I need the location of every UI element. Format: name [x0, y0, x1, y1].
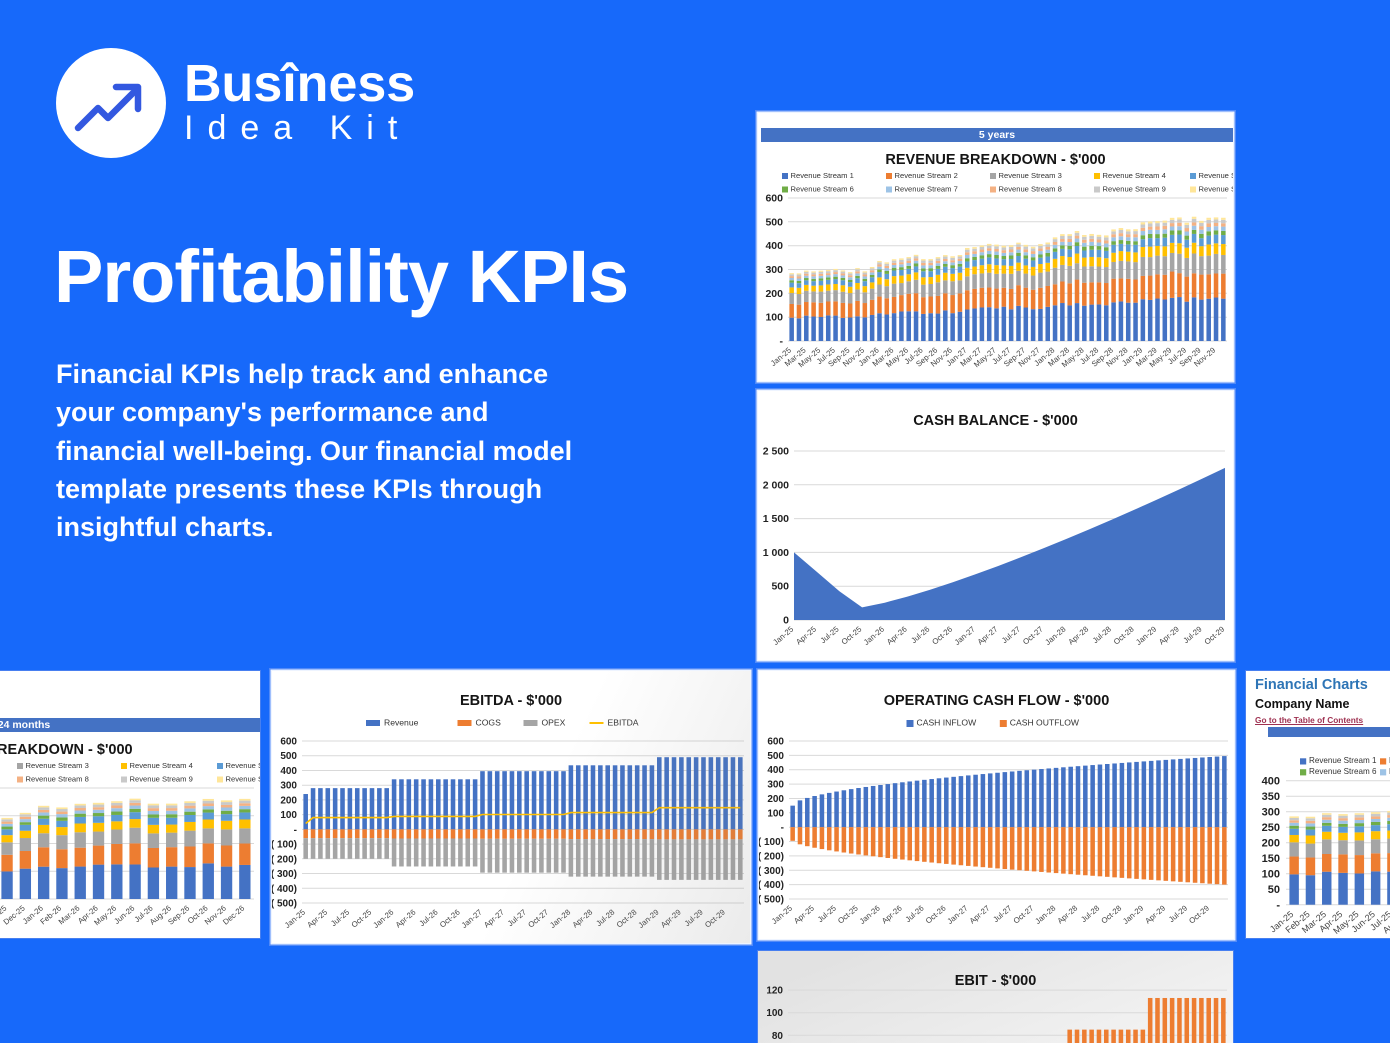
svg-text:Revenue Stream 2: Revenue Stream 2 [895, 171, 958, 180]
svg-text:Revenue Stream 8: Revenue Stream 8 [999, 185, 1062, 194]
svg-text:2 000: 2 000 [763, 479, 789, 491]
svg-text:-: - [781, 823, 784, 834]
svg-text:500: 500 [765, 216, 783, 228]
svg-text:( 500): ( 500) [759, 895, 784, 906]
svg-text:600: 600 [765, 193, 783, 205]
svg-text:Revenue Stream 1: Revenue Stream 1 [791, 171, 854, 180]
svg-text:CASH OUTFLOW: CASH OUTFLOW [1010, 718, 1080, 728]
svg-text:100: 100 [767, 808, 784, 819]
svg-text:( 100): ( 100) [759, 837, 784, 848]
svg-text:200: 200 [1262, 838, 1280, 850]
svg-text:( 300): ( 300) [272, 869, 297, 880]
svg-text:Revenue: Revenue [384, 718, 419, 728]
svg-text:COGS: COGS [476, 718, 502, 728]
svg-text:100: 100 [766, 1008, 783, 1019]
svg-text:120: 120 [766, 986, 783, 997]
svg-text:-: - [780, 336, 784, 348]
svg-text:( 100): ( 100) [272, 840, 297, 851]
svg-text:EBIT - $'000: EBIT - $'000 [955, 973, 1037, 989]
svg-text:400: 400 [767, 765, 784, 776]
svg-text:-: - [1276, 900, 1280, 912]
svg-text:80: 80 [772, 1031, 784, 1042]
svg-text:REVENUE BREAKDOWN - $'000: REVENUE BREAKDOWN - $'000 [0, 742, 133, 758]
svg-text:Revenue Stream 3: Revenue Stream 3 [26, 761, 89, 770]
svg-text:600: 600 [767, 737, 784, 748]
svg-text:100: 100 [1262, 869, 1280, 881]
svg-text:Revenue Stream 4: Revenue Stream 4 [1103, 171, 1166, 180]
svg-text:50: 50 [1268, 884, 1280, 896]
svg-text:1 000: 1 000 [763, 547, 789, 559]
svg-text:500: 500 [280, 751, 297, 762]
svg-text:Revenue Stream 6: Revenue Stream 6 [1309, 767, 1377, 776]
svg-text:OPEX: OPEX [542, 718, 566, 728]
svg-text:600: 600 [280, 737, 297, 748]
svg-text:OPERATING CASH FLOW - $'000: OPERATING CASH FLOW - $'000 [884, 693, 1110, 709]
svg-text:150: 150 [1262, 853, 1280, 865]
svg-text:350: 350 [1262, 791, 1280, 803]
svg-text:Revenue Stream 4: Revenue Stream 4 [130, 761, 193, 770]
svg-text:REVENUE BREAKDOWN - $'000: REVENUE BREAKDOWN - $'000 [885, 152, 1105, 168]
svg-text:Revenue Stream 7: Revenue Stream 7 [895, 185, 958, 194]
svg-text:Revenue Stream 10: Revenue Stream 10 [1199, 185, 1234, 194]
svg-text:Revenue Stream 1: Revenue Stream 1 [1309, 756, 1377, 765]
svg-text:( 200): ( 200) [759, 851, 784, 862]
svg-text:500: 500 [767, 751, 784, 762]
svg-text:300: 300 [767, 780, 784, 791]
svg-text:Revenue Stream 8: Revenue Stream 8 [26, 775, 89, 784]
svg-text:300: 300 [765, 264, 783, 276]
svg-text:300: 300 [280, 781, 297, 792]
svg-text:400: 400 [765, 240, 783, 252]
svg-text:( 300): ( 300) [759, 866, 784, 877]
svg-text:Revenue Stream 6: Revenue Stream 6 [791, 185, 854, 194]
svg-text:( 400): ( 400) [272, 884, 297, 895]
svg-text:EBITDA: EBITDA [608, 718, 639, 728]
svg-text:Revenue Stream 3: Revenue Stream 3 [999, 171, 1062, 180]
svg-text:300: 300 [1262, 807, 1280, 819]
svg-text:( 200): ( 200) [272, 854, 297, 865]
svg-text:EBITDA - $'000: EBITDA - $'000 [460, 693, 562, 709]
svg-text:200: 200 [280, 795, 297, 806]
svg-text:Revenue Stream 5: Revenue Stream 5 [226, 761, 261, 770]
svg-text:5 years: 5 years [979, 129, 1015, 141]
svg-text:( 400): ( 400) [759, 880, 784, 891]
svg-text:250: 250 [1262, 822, 1280, 834]
svg-text:Revenue Stream 9: Revenue Stream 9 [130, 775, 193, 784]
svg-text:Revenue Stream 10: Revenue Stream 10 [226, 775, 261, 784]
svg-text:Revenue Stream 5: Revenue Stream 5 [1199, 171, 1234, 180]
svg-text:500: 500 [771, 581, 789, 593]
svg-text:-: - [294, 825, 297, 836]
svg-text:100: 100 [765, 312, 783, 324]
svg-text:CASH BALANCE - $'000: CASH BALANCE - $'000 [913, 413, 1078, 429]
svg-text:2 500: 2 500 [763, 446, 789, 458]
svg-text:CASH INFLOW: CASH INFLOW [917, 718, 978, 728]
svg-text:100: 100 [280, 810, 297, 821]
svg-text:24 months: 24 months [0, 719, 50, 731]
svg-text:400: 400 [1262, 776, 1280, 788]
svg-text:Revenue Stream 9: Revenue Stream 9 [1103, 185, 1166, 194]
svg-text:1 500: 1 500 [763, 513, 789, 525]
svg-text:200: 200 [767, 794, 784, 805]
svg-text:400: 400 [280, 766, 297, 777]
svg-text:( 500): ( 500) [272, 899, 297, 910]
svg-text:200: 200 [765, 288, 783, 300]
